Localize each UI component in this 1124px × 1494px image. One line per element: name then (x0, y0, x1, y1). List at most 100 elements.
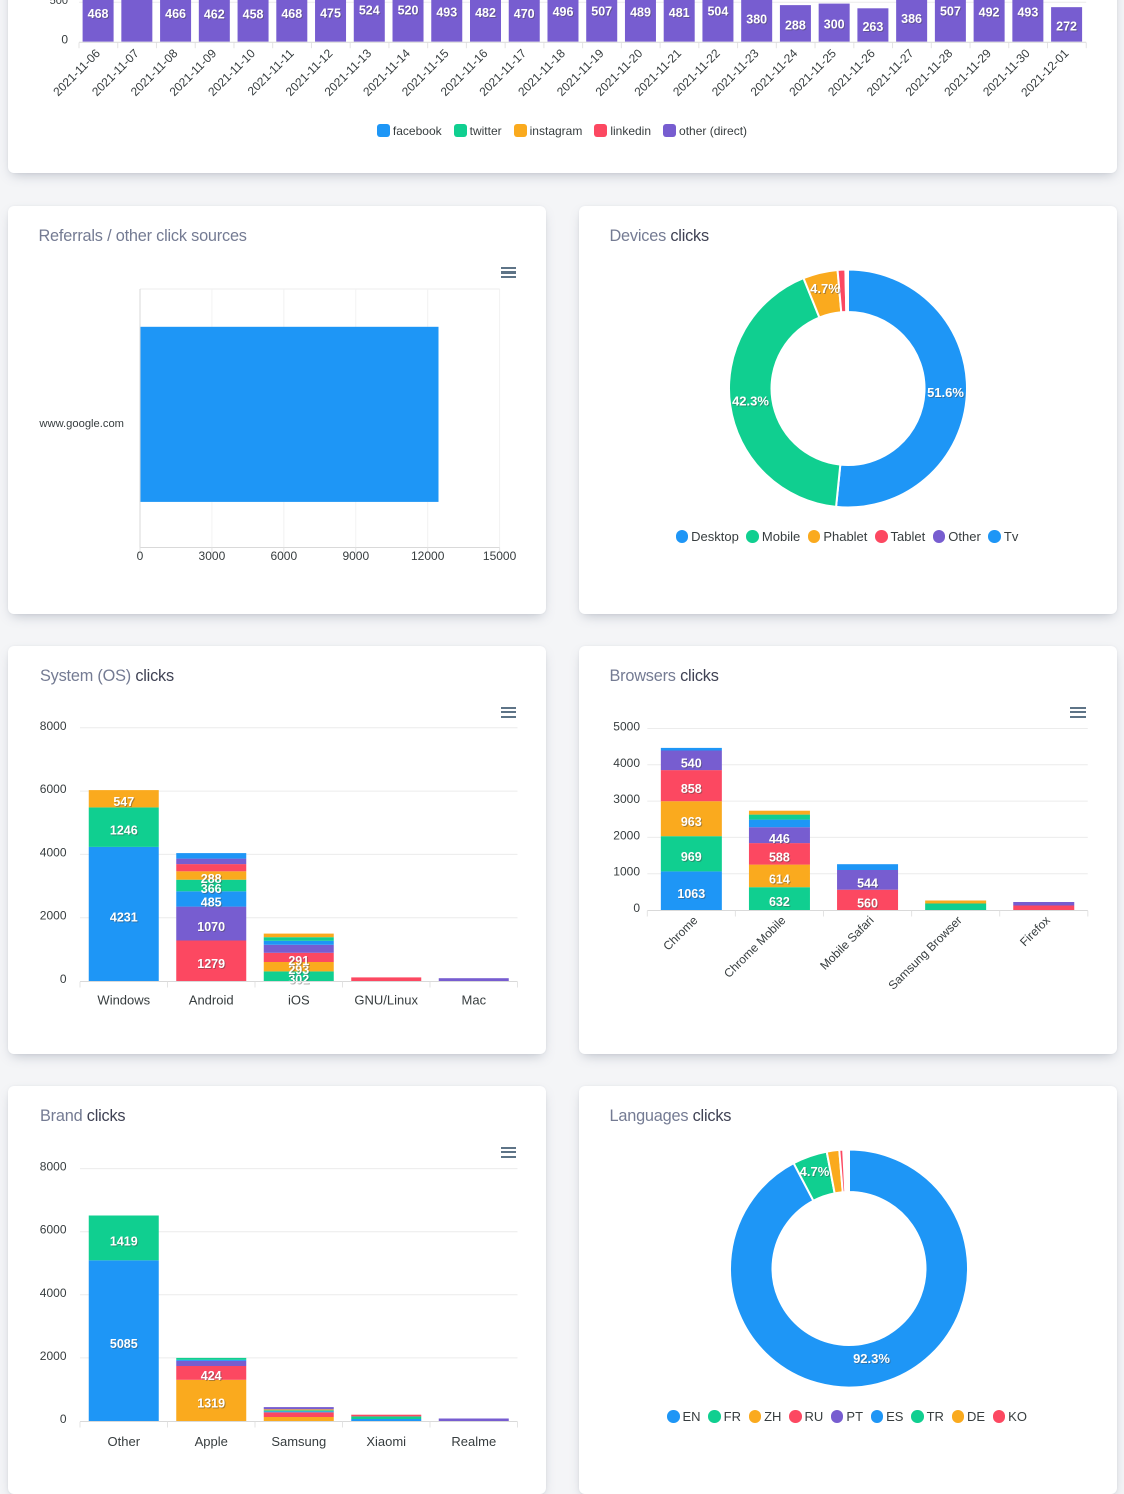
svg-text:468: 468 (282, 8, 303, 22)
svg-text:544: 544 (858, 877, 879, 891)
svg-text:3000: 3000 (613, 792, 640, 806)
svg-text:4.7%: 4.7% (811, 282, 841, 297)
svg-text:8000: 8000 (40, 1160, 67, 1174)
svg-text:504: 504 (708, 6, 729, 20)
svg-text:475: 475 (320, 7, 341, 21)
svg-text:Windows: Windows (97, 993, 150, 1008)
svg-text:272: 272 (1056, 19, 1077, 33)
svg-text:1279: 1279 (197, 957, 225, 971)
svg-text:5085: 5085 (111, 1338, 139, 1352)
svg-text:Xiaomi: Xiaomi (366, 1434, 406, 1449)
svg-text:1070: 1070 (198, 921, 226, 935)
svg-text:493: 493 (437, 6, 458, 20)
svg-text:466: 466 (165, 7, 186, 21)
svg-text:1063: 1063 (677, 887, 705, 901)
svg-text:6000: 6000 (40, 1223, 67, 1237)
svg-text:92.3%: 92.3% (853, 1351, 890, 1366)
svg-text:288: 288 (201, 872, 222, 886)
svg-text:Other: Other (108, 1434, 141, 1449)
svg-text:6000: 6000 (40, 782, 67, 796)
svg-text:Mac: Mac (462, 993, 487, 1008)
svg-text:446: 446 (769, 832, 790, 846)
svg-text:6000: 6000 (270, 549, 297, 563)
svg-text:291: 291 (289, 955, 310, 969)
svg-text:4000: 4000 (40, 845, 67, 859)
svg-text:496: 496 (553, 5, 574, 19)
svg-text:4000: 4000 (613, 756, 640, 770)
svg-text:482: 482 (476, 7, 497, 21)
svg-text:3000: 3000 (199, 549, 226, 563)
svg-text:489: 489 (631, 7, 652, 21)
svg-text:446: 446 (770, 833, 791, 847)
svg-text:504: 504 (707, 5, 728, 19)
svg-text:302: 302 (288, 973, 309, 987)
svg-text:1246: 1246 (111, 825, 139, 839)
svg-text:380: 380 (747, 14, 768, 28)
svg-text:1246: 1246 (110, 824, 138, 838)
svg-text:1419: 1419 (111, 1235, 139, 1249)
svg-text:468: 468 (88, 7, 109, 21)
svg-text:470: 470 (515, 8, 536, 22)
svg-text:380: 380 (746, 13, 767, 27)
svg-text:858: 858 (682, 783, 703, 797)
svg-text:2000: 2000 (40, 1349, 67, 1363)
svg-text:12000: 12000 (411, 549, 445, 563)
svg-text:588: 588 (769, 851, 790, 865)
svg-text:969: 969 (681, 850, 702, 864)
svg-text:1319: 1319 (197, 1397, 225, 1411)
svg-text:481: 481 (670, 7, 691, 21)
svg-text:iOS: iOS (288, 993, 310, 1008)
svg-text:424: 424 (202, 1370, 223, 1384)
svg-text:5000: 5000 (613, 720, 640, 734)
svg-text:5085: 5085 (110, 1337, 138, 1351)
svg-text:496: 496 (554, 6, 575, 20)
svg-text:468: 468 (281, 7, 302, 21)
svg-text:Mobile Safari: Mobile Safari (817, 913, 876, 972)
svg-text:468: 468 (89, 8, 110, 22)
svg-text:969: 969 (682, 851, 703, 865)
svg-text:Android: Android (189, 993, 234, 1008)
svg-text:0: 0 (61, 33, 68, 47)
svg-text:475: 475 (321, 8, 342, 22)
svg-text:524: 524 (359, 3, 380, 17)
svg-text:0: 0 (60, 972, 67, 986)
svg-text:520: 520 (398, 4, 419, 18)
svg-text:4231: 4231 (111, 911, 139, 925)
svg-text:293: 293 (288, 963, 309, 977)
svg-text:614: 614 (770, 873, 791, 887)
svg-text:92.3%: 92.3% (854, 1352, 891, 1367)
svg-text:614: 614 (769, 872, 790, 886)
svg-text:481: 481 (669, 6, 690, 20)
svg-text:500: 500 (50, 0, 68, 7)
svg-text:507: 507 (591, 5, 612, 19)
svg-text:288: 288 (202, 873, 223, 887)
svg-text:547: 547 (113, 795, 134, 809)
svg-text:462: 462 (204, 7, 225, 21)
svg-text:963: 963 (681, 815, 702, 829)
svg-text:524: 524 (360, 4, 381, 18)
svg-text:493: 493 (1017, 5, 1038, 19)
svg-text:489: 489 (630, 6, 651, 20)
svg-text:Samsung: Samsung (271, 1434, 326, 1449)
svg-text:424: 424 (201, 1369, 222, 1383)
svg-text:288: 288 (786, 19, 807, 33)
svg-text:42.3%: 42.3% (732, 394, 769, 409)
svg-text:302: 302 (289, 974, 310, 988)
svg-text:2000: 2000 (613, 828, 640, 842)
svg-text:263: 263 (863, 21, 884, 35)
svg-text:632: 632 (770, 896, 791, 910)
svg-text:0: 0 (60, 1412, 67, 1426)
svg-text:1063: 1063 (678, 888, 706, 902)
svg-text:466: 466 (166, 8, 187, 22)
svg-text:1279: 1279 (198, 958, 226, 972)
svg-text:300: 300 (824, 18, 845, 32)
svg-text:GNU/Linux: GNU/Linux (354, 993, 418, 1008)
svg-text:51.6%: 51.6% (928, 386, 965, 401)
svg-text:8000: 8000 (40, 719, 67, 733)
svg-text:0: 0 (633, 901, 640, 915)
svg-text:0: 0 (137, 549, 144, 563)
svg-text:485: 485 (202, 896, 223, 910)
svg-text:www.google.com: www.google.com (38, 418, 124, 430)
svg-text:42.3%: 42.3% (733, 395, 770, 410)
svg-text:4.7%: 4.7% (810, 281, 840, 296)
